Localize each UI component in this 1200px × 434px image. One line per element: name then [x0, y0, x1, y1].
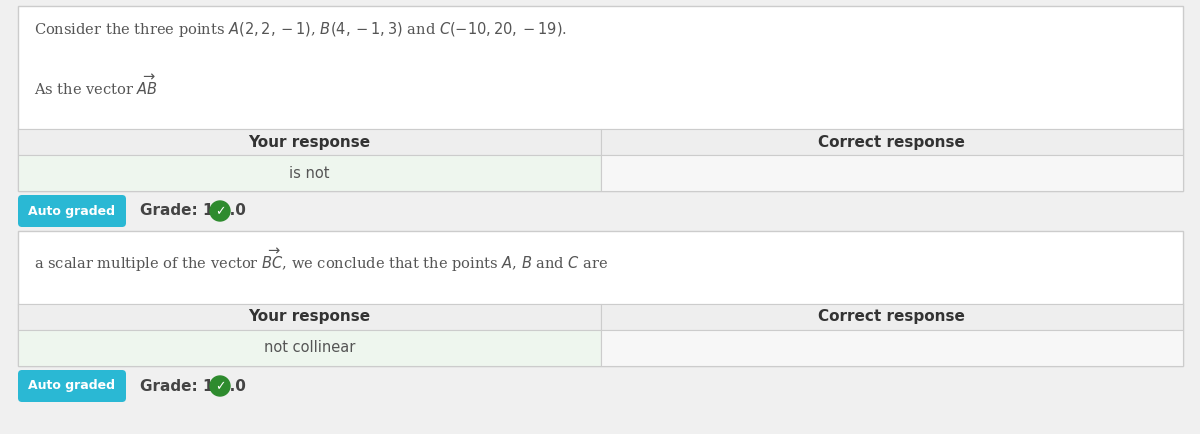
FancyBboxPatch shape [18, 304, 600, 330]
FancyBboxPatch shape [600, 304, 1183, 330]
Text: Your response: Your response [248, 309, 371, 325]
Text: Correct response: Correct response [818, 135, 965, 149]
FancyBboxPatch shape [18, 155, 600, 191]
Text: ✓: ✓ [215, 205, 226, 218]
Circle shape [210, 201, 230, 221]
Text: As the vector $\overrightarrow{AB}$: As the vector $\overrightarrow{AB}$ [34, 74, 158, 98]
Text: Consider the three points $A(2, 2, -1)$, $B(4, -1, 3)$ and $C(-10, 20, -19)$.: Consider the three points $A(2, 2, -1)$,… [34, 20, 566, 39]
FancyBboxPatch shape [18, 195, 126, 227]
FancyBboxPatch shape [18, 330, 600, 366]
FancyBboxPatch shape [18, 370, 126, 402]
Text: not collinear: not collinear [264, 341, 355, 355]
Circle shape [210, 376, 230, 396]
FancyBboxPatch shape [18, 129, 600, 155]
FancyBboxPatch shape [18, 231, 1183, 366]
Text: Your response: Your response [248, 135, 371, 149]
FancyBboxPatch shape [18, 6, 1183, 191]
Text: a scalar multiple of the vector $\overrightarrow{BC}$, we conclude that the poin: a scalar multiple of the vector $\overri… [34, 247, 608, 274]
Text: Auto graded: Auto graded [29, 379, 115, 392]
Text: Correct response: Correct response [818, 309, 965, 325]
Text: ✓: ✓ [215, 380, 226, 393]
Text: is not: is not [289, 165, 330, 181]
Text: Grade: 1/1.0: Grade: 1/1.0 [140, 378, 246, 394]
Text: Auto graded: Auto graded [29, 204, 115, 217]
FancyBboxPatch shape [600, 129, 1183, 155]
Text: Grade: 1/1.0: Grade: 1/1.0 [140, 204, 246, 218]
FancyBboxPatch shape [600, 155, 1183, 191]
FancyBboxPatch shape [600, 330, 1183, 366]
